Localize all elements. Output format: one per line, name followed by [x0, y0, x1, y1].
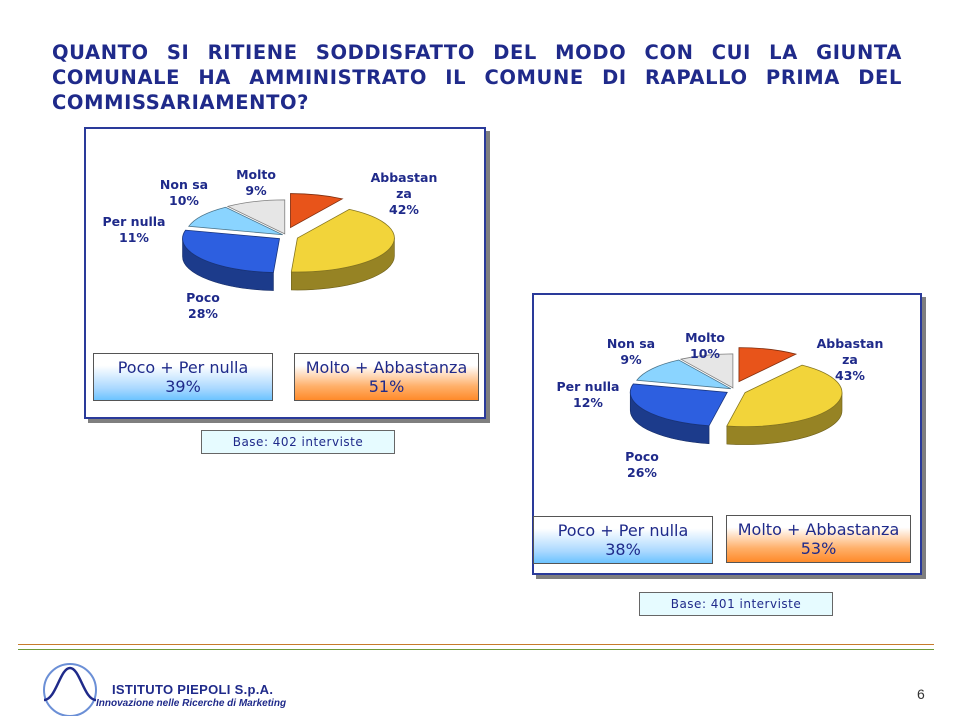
pie-slice-abbastanza: [726, 364, 843, 428]
company-name: ISTITUTO PIEPOLI S.p.A.: [112, 682, 274, 697]
slice-label: Per nulla 12%: [557, 379, 620, 410]
pie-chart-1: Molto 9% Abbastan za 42% Poco 28% Per nulla 11% N…: [103, 167, 438, 321]
pie-slice-abbastanza: [290, 208, 395, 273]
pie-slice-poco: [629, 383, 728, 427]
pie-slice-molto: [290, 193, 344, 229]
slice-label: Non sa 10%: [160, 177, 208, 208]
summary-value: 53%: [800, 539, 837, 558]
page-title: QUANTO SI RITIENE SODDISFATTO DEL MODO C…: [52, 41, 902, 114]
sample-base-2: Base: 401 interviste: [639, 592, 833, 616]
pie-chart-2: Molto 10% Abbastan za 43% Poco 26% Per nulla 12%…: [557, 330, 884, 480]
sample-base-1: Base: 402 interviste: [201, 430, 395, 454]
slice-label: Non sa 9%: [607, 336, 655, 367]
summary-box-negative-1: Poco + Per nulla 39%: [93, 353, 273, 401]
summary-label: Molto + Abbastanza: [737, 520, 900, 539]
summary-label: Poco + Per nulla: [557, 521, 689, 540]
summary-label: Molto + Abbastanza: [305, 358, 468, 377]
company-tagline: Innovazione nelle Ricerche di Marketing: [96, 698, 287, 709]
footer-divider: [18, 649, 934, 650]
pie-slice-nonsa: [679, 353, 734, 389]
footer-divider: [18, 644, 934, 645]
pie-slice-pernulla: [187, 206, 283, 236]
summary-box-negative-2: Poco + Per nulla 38%: [533, 516, 713, 564]
slice-label: Poco 26%: [625, 449, 659, 480]
slice-label: Molto 10%: [685, 330, 725, 361]
slice-label: Molto 9%: [236, 167, 276, 198]
slice-label: Poco 28%: [186, 290, 220, 321]
slice-label: Per nulla 11%: [103, 214, 166, 245]
pie-slice-pernulla: [636, 359, 731, 390]
summary-box-positive-1: Molto + Abbastanza 51%: [294, 353, 479, 401]
slice-label: Abbastan za 42%: [371, 170, 438, 217]
summary-value: 39%: [165, 377, 201, 396]
page-number: 6: [917, 686, 925, 702]
pie-slice-molto: [738, 347, 798, 383]
pie-slice-nonsa: [226, 199, 286, 235]
summary-value: 38%: [605, 540, 641, 559]
summary-label: Poco + Per nulla: [117, 358, 249, 377]
slice-label: Abbastan za 43%: [817, 336, 884, 383]
summary-box-positive-2: Molto + Abbastanza 53%: [726, 515, 911, 563]
pie-slice-poco: [182, 229, 280, 273]
company-logo: [43, 663, 97, 716]
summary-value: 51%: [368, 377, 405, 396]
